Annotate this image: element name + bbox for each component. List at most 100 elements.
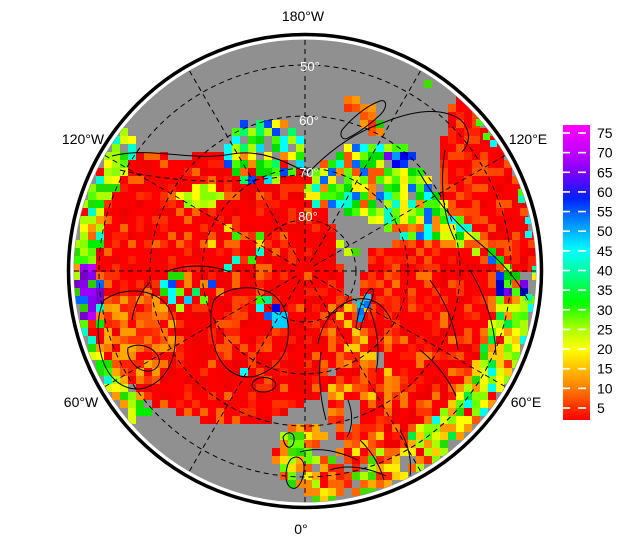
data-cell-alaska-purple-cluster xyxy=(80,296,88,304)
data-cell-hudson-orange xyxy=(160,360,168,368)
data-cell-hudson-orange xyxy=(120,296,128,304)
data-cell-russia-red xyxy=(416,248,424,256)
data-cell-pacific-red xyxy=(304,312,312,320)
data-cell-pacific-red xyxy=(288,288,296,296)
data-cell-russia-red xyxy=(464,320,472,328)
data-cell-pacific-red xyxy=(152,208,160,216)
data-cell-alaska-coast-band xyxy=(112,144,120,152)
data-cell-russia-edge-band xyxy=(448,424,456,432)
data-cell-russia-red xyxy=(408,248,416,256)
data-cell-siberia-mixed-band xyxy=(416,176,424,184)
data-cell-scandinavia-red xyxy=(376,320,384,328)
data-cell-pacific-red xyxy=(216,248,224,256)
data-cell-pacific-red xyxy=(184,352,192,360)
data-cell-pacific-red xyxy=(256,272,264,280)
data-cell-hudson-orange xyxy=(152,344,160,352)
data-cell-pacific-red xyxy=(112,224,120,232)
data-cell-pacific-red xyxy=(264,192,272,200)
data-cell-russia-red xyxy=(400,416,408,424)
data-cell-pacific-red xyxy=(112,248,120,256)
colorbar-value-label: 45 xyxy=(597,243,613,259)
data-cell-pacific-red xyxy=(216,360,224,368)
data-cell-pacific-red xyxy=(200,272,208,280)
data-cell-pacific-red xyxy=(176,280,184,288)
data-cell-pacific-red xyxy=(104,248,112,256)
data-cell-hudson-orange xyxy=(120,320,128,328)
data-cell-russia-red xyxy=(440,392,448,400)
data-cell-pacific-red xyxy=(208,384,216,392)
data-cell-pacific-red xyxy=(288,272,296,280)
data-cell-russia-edge-band xyxy=(528,304,536,312)
data-cell-russia-edge-band xyxy=(456,400,464,408)
data-cell-pacific-red xyxy=(296,400,304,408)
data-cell-scandinavia-red xyxy=(344,344,352,352)
colorbar-value-label: 30 xyxy=(597,302,613,318)
data-cell-kamchatka-orange xyxy=(352,96,360,104)
latitude-label: 80° xyxy=(298,209,318,224)
data-cell-russia-edge-band xyxy=(440,424,448,432)
data-cell-alaska-purple-cluster xyxy=(74,288,80,296)
data-cell-hudson-orange xyxy=(168,352,176,360)
data-cell-alaska-coast-band xyxy=(112,384,120,392)
data-cell-pacific-red xyxy=(232,376,240,384)
data-cell-europe-mixed xyxy=(288,456,296,464)
data-cell-greenland-red xyxy=(264,336,272,344)
data-cell-russia-red xyxy=(480,320,488,328)
data-cell-siberia-mixed-band xyxy=(344,168,352,176)
data-cell-europe-mixed xyxy=(304,432,312,440)
data-cell-alaska-coast-band xyxy=(96,176,104,184)
data-cell-europe-mixed xyxy=(376,472,384,480)
data-cell-russia-red xyxy=(448,336,456,344)
data-cell-siberia-mixed-band xyxy=(376,168,384,176)
data-cell-okhotsk-red xyxy=(504,248,512,256)
data-cell-scandinavia-red xyxy=(344,320,352,328)
meridian-line xyxy=(188,68,301,263)
data-cell-scandinavia-red xyxy=(328,312,336,320)
data-cell-russia-red xyxy=(464,328,472,336)
data-cell-siberia-mixed-band xyxy=(384,144,392,152)
data-cell-scandinavia-red xyxy=(360,360,368,368)
data-cell-okhotsk-red xyxy=(488,168,496,176)
data-cell-pacific-red xyxy=(112,280,120,288)
data-cell-russia-red xyxy=(456,328,464,336)
data-cell-hudson-orange xyxy=(152,376,160,384)
data-cell-pacific-red xyxy=(304,328,312,336)
data-cell-hudson-orange xyxy=(112,320,120,328)
data-cell-russia-edge-band xyxy=(424,424,432,432)
data-cell-russia-edge-band xyxy=(456,416,464,424)
data-cell-baltic-gray-gap xyxy=(344,424,352,432)
data-cell-okhotsk-red xyxy=(496,232,504,240)
data-cell-russia-red xyxy=(432,368,440,376)
data-cell-russia-red xyxy=(448,272,456,280)
data-cell-pacific-red xyxy=(280,384,288,392)
data-cell-russia-red xyxy=(432,336,440,344)
data-cell-siberia-mixed-band xyxy=(368,216,376,224)
data-cell-siberia-mixed-band xyxy=(336,192,344,200)
data-cell-greenland-red xyxy=(248,344,256,352)
data-cell-pacific-red xyxy=(120,256,128,264)
data-cell-russia-red xyxy=(440,352,448,360)
data-cell-russia-red xyxy=(400,352,408,360)
data-cell-russia-red xyxy=(384,280,392,288)
data-cell-pacific-red xyxy=(272,264,280,272)
data-cell-russia-red xyxy=(464,280,472,288)
data-cell-europe-mixed xyxy=(296,424,304,432)
data-cell-pacific-red xyxy=(168,392,176,400)
data-cell-siberia-mixed-band xyxy=(384,168,392,176)
data-cell-top-right-specks xyxy=(424,80,432,88)
data-cell-okhotsk-red xyxy=(448,136,456,144)
data-cell-europe-mixed xyxy=(304,440,312,448)
data-cell-europe-mixed xyxy=(304,488,312,496)
data-cell-hudson-orange xyxy=(152,296,160,304)
data-cell-russia-red xyxy=(456,280,464,288)
data-cell-russia-edge-band xyxy=(504,344,512,352)
data-cell-baffin-mixed xyxy=(168,272,176,280)
data-cell-europe-mixed xyxy=(320,488,328,496)
data-cell-okhotsk-red xyxy=(472,224,480,232)
data-cell-siberia-mixed-band xyxy=(376,176,384,184)
data-cell-pacific-red xyxy=(288,320,296,328)
data-cell-pacific-red xyxy=(304,272,312,280)
data-cell-pacific-red xyxy=(208,288,216,296)
data-cell-siberia-mixed-band xyxy=(304,192,312,200)
